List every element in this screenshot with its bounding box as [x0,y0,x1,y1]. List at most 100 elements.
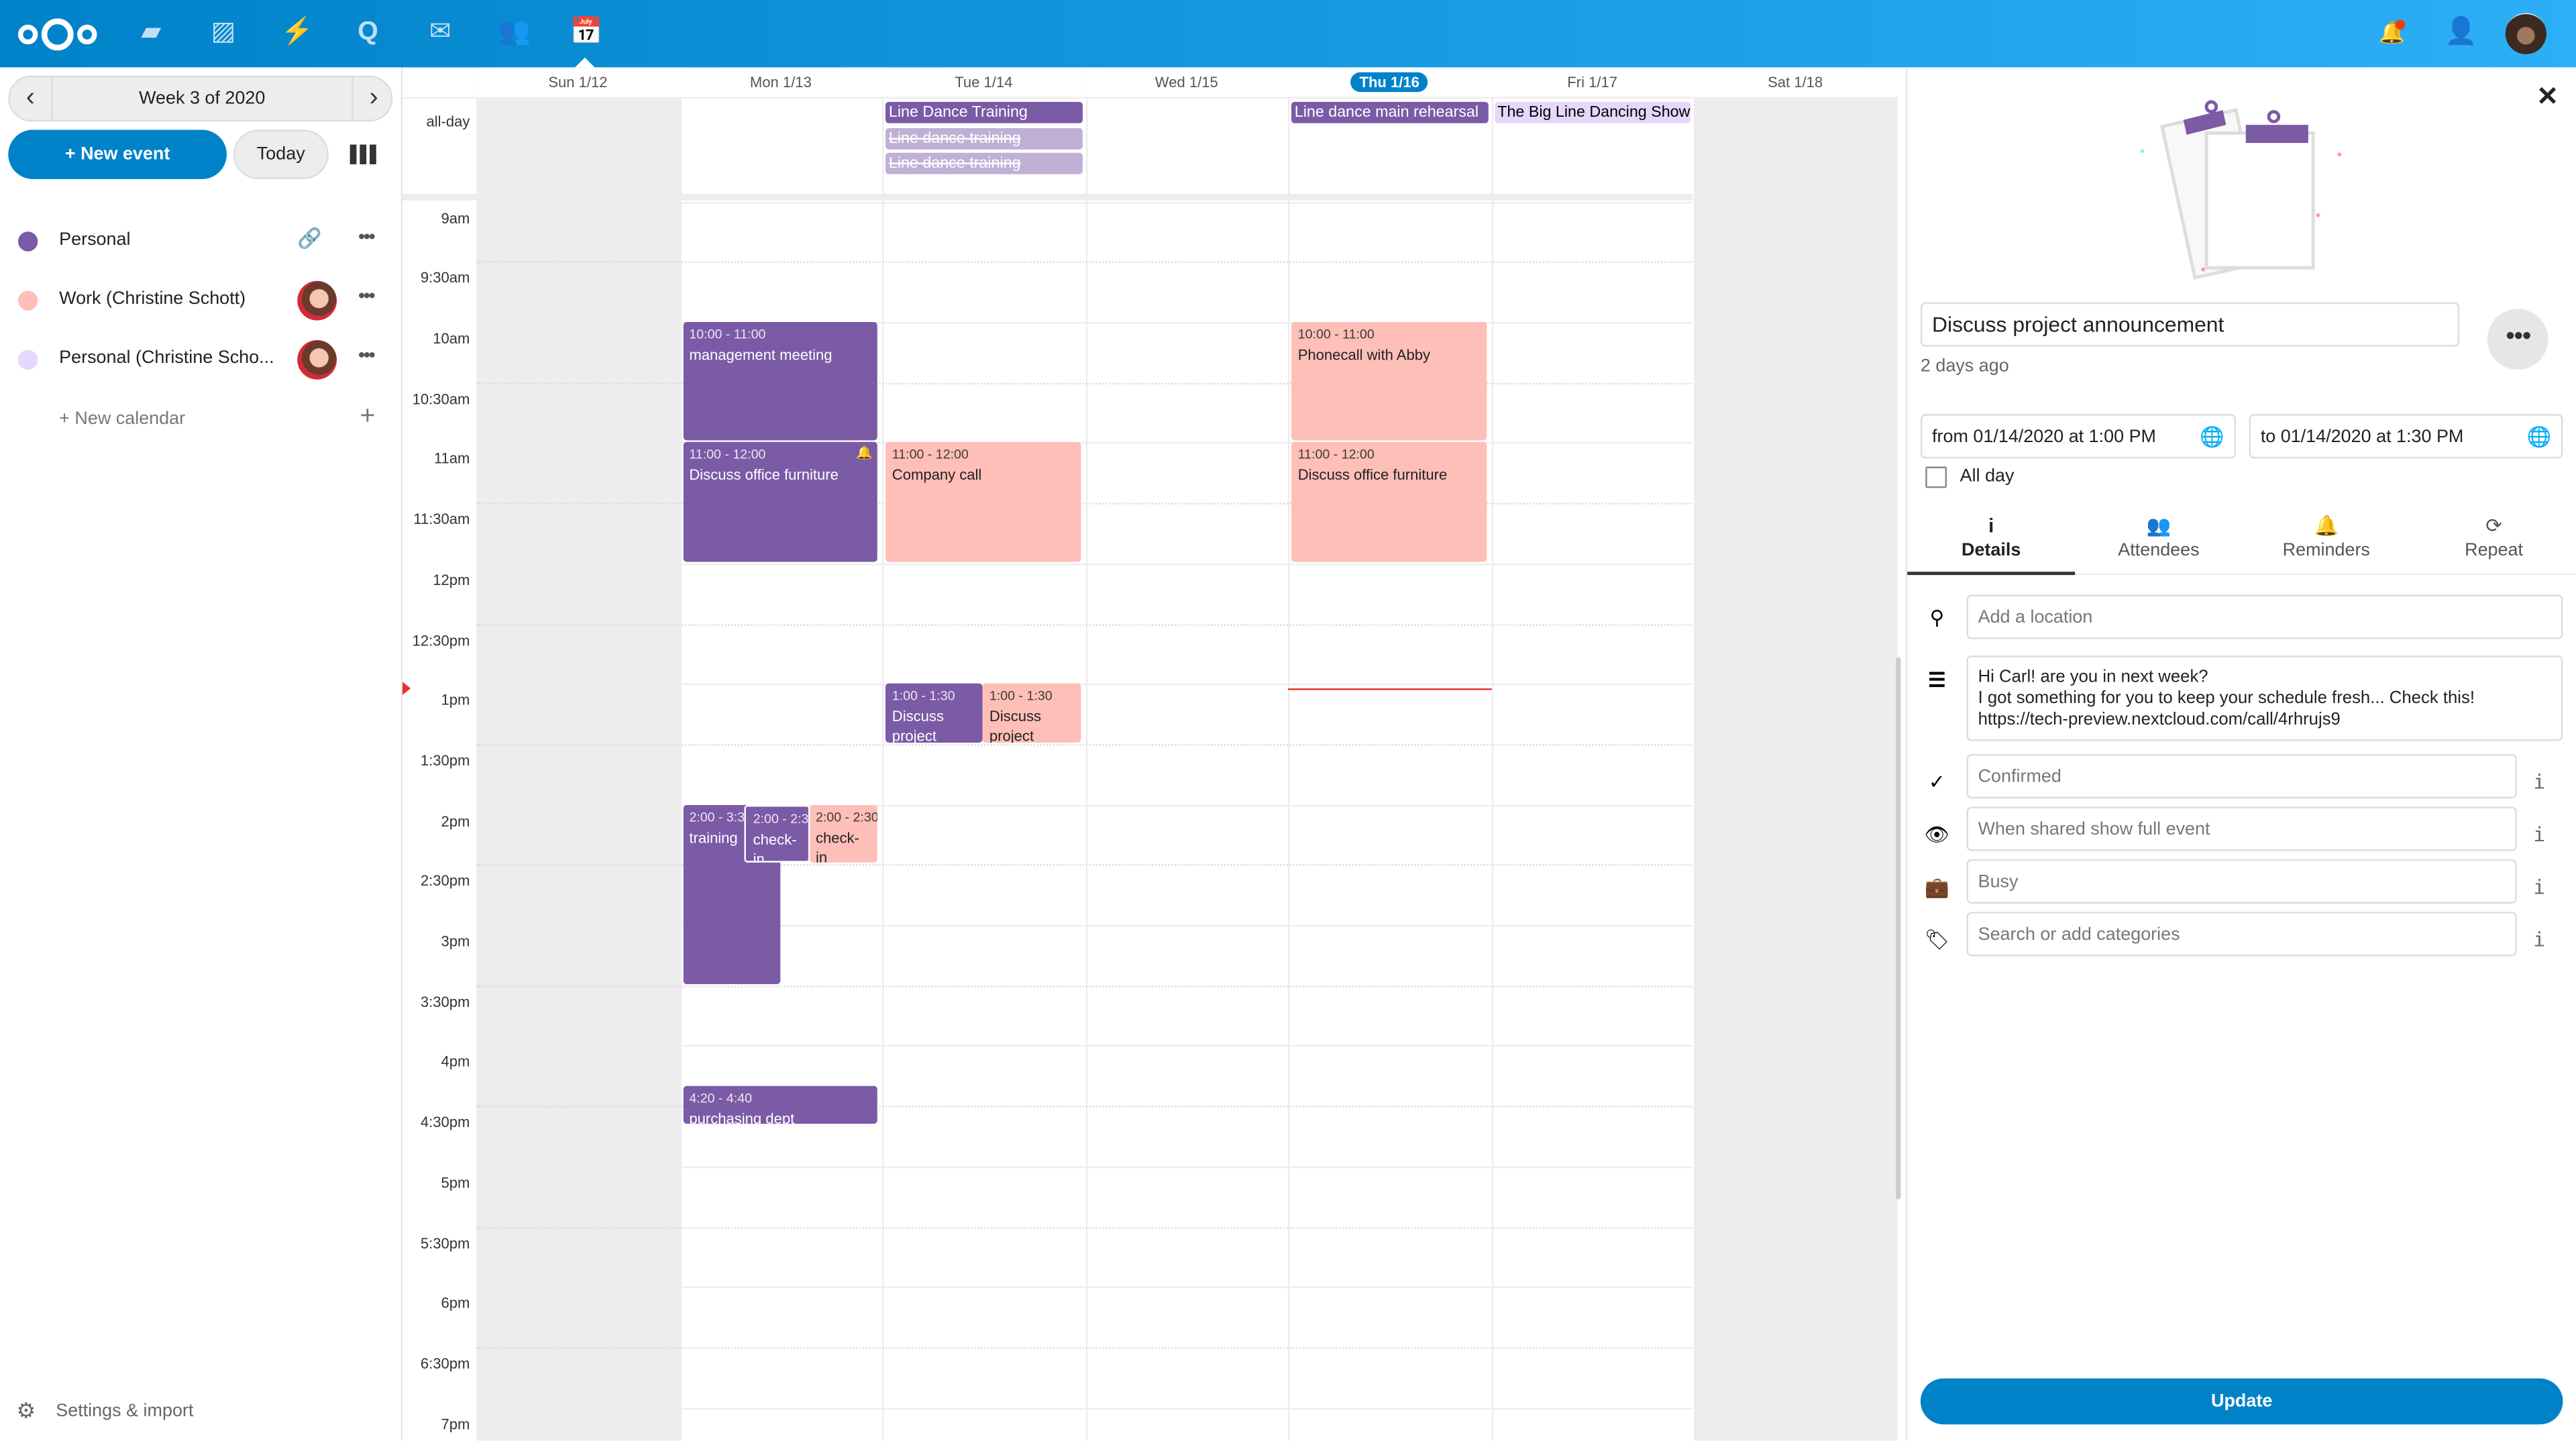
week-label[interactable]: Week 3 of 2020 [139,89,266,109]
calendar-icon[interactable]: 📅 [570,17,603,46]
event-title: Discuss project announcement [892,708,944,743]
grid-line [476,322,1693,324]
availability-select[interactable]: Busy [1966,859,2517,904]
share-link-icon[interactable]: 🔗 [297,226,322,250]
mail-icon[interactable]: ✉ [429,17,451,46]
calendar-event[interactable]: 11:00 - 12:00 Discuss office furniture 🔔 [682,442,877,562]
calendar-color-dot[interactable] [17,290,38,311]
nextcloud-logo-icon[interactable] [16,16,98,52]
day-column[interactable] [476,67,680,1441]
day-header[interactable]: Tue 1/14 [882,67,1085,97]
info-icon[interactable]: i [2533,822,2546,847]
grid-line [476,684,1693,686]
time-label: 11:30am [413,511,470,528]
time-label: 1:30pm [420,752,470,769]
start-datetime-input[interactable]: from 01/14/2020 at 1:00 PM 🌐 [1920,414,2237,459]
more-icon[interactable]: ••• [358,225,376,248]
day-header[interactable]: Wed 1/15 [1085,67,1289,97]
tab-reminders[interactable]: 🔔 Reminders [2243,515,2410,561]
calendar-event[interactable]: 2:00 - 2:30 check-in [809,804,877,863]
more-icon[interactable]: ••• [358,343,376,367]
talk-icon[interactable]: Q [358,17,378,46]
privacy-select[interactable]: When shared show full event [1966,806,2517,851]
new-event-button[interactable]: + New event [8,129,227,179]
update-button[interactable]: Update [1920,1378,2563,1425]
calendar-event[interactable]: 1:00 - 1:30 Discuss project announcement [885,684,983,743]
end-datetime-input[interactable]: to 01/14/2020 at 1:30 PM 🌐 [2249,414,2563,459]
photos-icon[interactable]: ▨ [211,17,236,46]
all-day-event[interactable]: Line dance main rehearsal [1291,101,1488,123]
day-header-label: Sat 1/18 [1768,74,1823,91]
timezone-globe-icon[interactable]: 🌐 [2526,425,2552,448]
start-datetime-value: from 01/14/2020 at 1:00 PM [1932,426,2157,446]
event-title-input[interactable]: Discuss project announcement [1920,302,2460,347]
settings-button[interactable]: ⚙ Settings & import [16,1398,394,1424]
calendar-item[interactable]: Work (Christine Schott) ••• [0,276,402,325]
day-column[interactable] [1085,67,1288,1441]
calendar-color-dot[interactable] [17,350,38,370]
activity-icon[interactable]: ⚡ [280,17,314,46]
new-calendar-button[interactable]: + New calendar + [0,396,402,445]
tab-repeat[interactable]: ⟳ Repeat [2410,515,2576,561]
timezone-globe-icon[interactable]: 🌐 [2200,425,2224,448]
all-day-event[interactable]: The Big Line Dancing Show [1494,101,1691,123]
files-icon[interactable]: ▰ [141,17,162,46]
time-label: 12pm [433,571,470,588]
more-icon[interactable]: ••• [358,284,376,307]
calendar-event[interactable]: 4:20 - 4:40 purchasing dept [682,1085,877,1124]
previous-week-button[interactable]: ‹ [10,77,53,120]
contacts-menu-icon[interactable]: 👤 [2445,17,2477,46]
briefcase-icon: 💼 [1925,875,1949,899]
all-day-event[interactable]: Line Dance Training [885,101,1082,123]
calendar-event[interactable]: 11:00 - 12:00 Company call [885,442,1081,562]
day-column[interactable] [1693,67,1897,1441]
day-header[interactable]: Sat 1/18 [1693,67,1897,97]
day-column[interactable] [882,67,1085,1441]
description-input[interactable]: Hi Carl! are you in next week? I got som… [1966,655,2563,741]
calendar-color-dot[interactable] [17,231,38,252]
view-switch-icon[interactable] [350,144,376,164]
info-icon[interactable]: i [2533,875,2546,899]
calendar-event[interactable]: 1:00 - 1:30 Discuss project announcement [983,684,1081,743]
calendar-item[interactable]: Personal 🔗 ••• [0,217,402,266]
grid-line [476,1346,1693,1349]
grid-line [476,1106,1693,1108]
time-label: 6:30pm [420,1355,470,1372]
calendar-scrollbar[interactable] [1896,657,1901,1199]
tab-attendees[interactable]: 👥 Attendees [2075,515,2243,561]
all-day-checkbox[interactable] [1925,466,1947,488]
categories-input[interactable]: Search or add categories [1966,912,2517,957]
close-icon[interactable]: ✕ [2536,83,2559,112]
grid-line [476,382,1693,384]
location-input[interactable]: Add a location [1966,594,2563,639]
grid-line [476,623,1693,625]
event-title: Discuss office furniture [689,467,839,484]
day-column[interactable] [679,67,882,1441]
today-button[interactable]: Today [233,129,329,179]
day-column[interactable] [1491,67,1693,1441]
day-header[interactable]: Thu 1/16 [1288,67,1491,97]
day-column[interactable] [1288,67,1491,1441]
more-actions-button[interactable]: ●●● [2487,309,2548,370]
all-day-event[interactable]: Line dance training [885,152,1082,174]
calendar-event[interactable]: 11:00 - 12:00 Discuss office furniture [1291,442,1487,562]
end-datetime-value: to 01/14/2020 at 1:30 PM [2260,426,2464,446]
day-header[interactable]: Mon 1/13 [679,67,883,97]
tab-details[interactable]: i Details [1907,515,2075,561]
contacts-icon[interactable]: 👥 [498,17,531,46]
calendar-event[interactable]: 10:00 - 11:00 Phonecall with Abby [1291,322,1487,441]
all-day-event[interactable]: Line dance training [885,127,1082,149]
calendar-event[interactable]: 10:00 - 11:00 management meeting [682,322,877,441]
status-select[interactable]: Confirmed [1966,754,2517,799]
day-header[interactable]: Sun 1/12 [476,67,680,97]
user-avatar[interactable] [2505,13,2546,54]
calendar-event[interactable]: 2:00 - 2:30 check-in [745,804,810,863]
next-week-button[interactable]: › [352,77,394,120]
grid-line [476,1287,1693,1289]
notifications-icon[interactable]: 🔔 [2378,19,2406,45]
day-header[interactable]: Fri 1/17 [1491,67,1694,97]
calendar-item[interactable]: Personal (Christine Scho... ••• [0,335,402,384]
info-icon[interactable]: i [2533,928,2546,951]
info-icon[interactable]: i [2533,770,2546,794]
day-header-label: Thu 1/16 [1351,72,1428,93]
